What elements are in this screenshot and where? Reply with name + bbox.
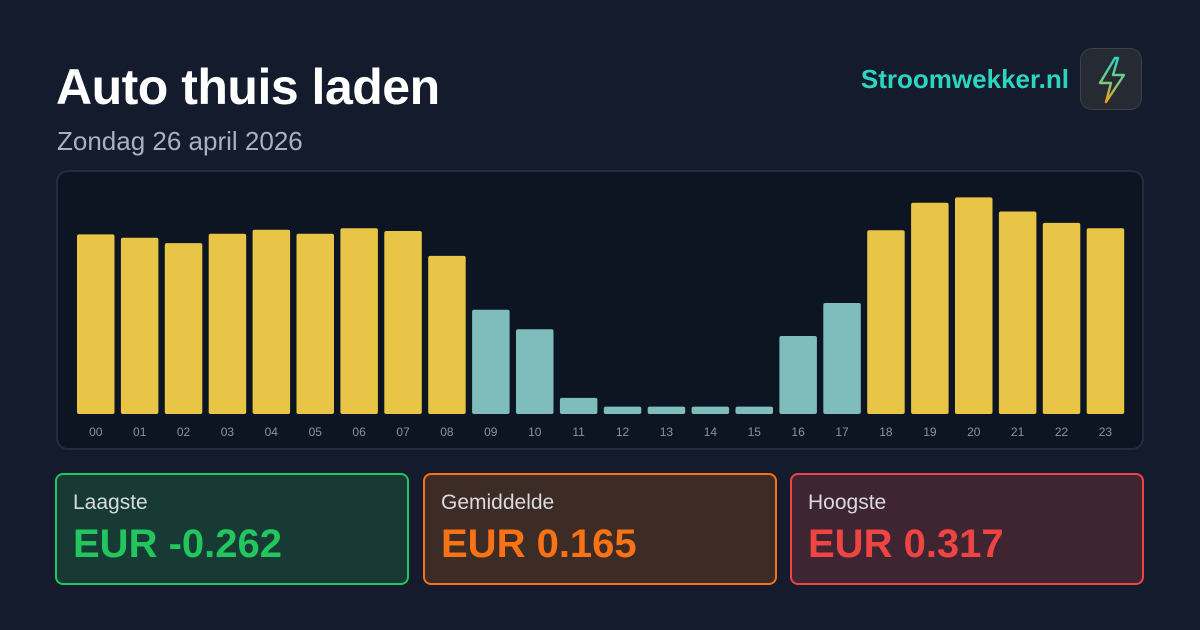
bar-hour-23 — [1086, 228, 1125, 414]
x-tick-label: 22 — [1055, 425, 1069, 439]
x-tick-label: 00 — [89, 425, 103, 439]
bar-hour-04 — [252, 229, 291, 414]
bar-hour-05 — [296, 233, 334, 414]
average-price-label: Gemiddelde — [441, 491, 555, 514]
bar-hour-19 — [911, 202, 949, 414]
x-tick-label: 11 — [572, 425, 585, 439]
x-tick-label: 01 — [133, 425, 147, 439]
x-tick-label: 05 — [309, 425, 323, 439]
x-tick-label: 16 — [791, 425, 805, 439]
bar-hour-17 — [823, 303, 861, 414]
bar-hour-16 — [779, 336, 817, 414]
highest-price-card: Hoogste EUR 0.317 — [790, 473, 1144, 585]
average-price-value: EUR 0.165 — [441, 522, 637, 566]
x-tick-label: 18 — [879, 425, 893, 439]
bar-hour-14 — [691, 406, 730, 414]
x-tick-label: 20 — [967, 425, 981, 439]
bar-hour-02 — [164, 243, 203, 414]
x-tick-label: 17 — [835, 425, 849, 439]
bar-hour-08 — [428, 255, 466, 414]
page-title: Auto thuis laden — [56, 59, 440, 115]
x-tick-label: 10 — [528, 425, 542, 439]
x-tick-label: 13 — [660, 425, 674, 439]
lightning-bolt-icon — [1098, 56, 1126, 104]
x-tick-label: 06 — [352, 425, 366, 439]
bar-hour-06 — [340, 228, 378, 414]
x-tick-label: 03 — [221, 425, 235, 439]
x-tick-label: 21 — [1011, 425, 1025, 439]
bar-hour-09 — [472, 309, 510, 414]
bar-hour-22 — [1042, 222, 1081, 414]
brand-logo[interactable] — [1080, 48, 1142, 110]
x-tick-label: 23 — [1099, 425, 1113, 439]
lowest-price-value: EUR -0.262 — [73, 522, 282, 566]
x-tick-label: 15 — [748, 425, 762, 439]
x-tick-label: 07 — [396, 425, 410, 439]
bar-hour-00 — [77, 234, 115, 414]
bar-hour-11 — [559, 397, 598, 414]
bar-hour-21 — [998, 211, 1037, 414]
x-tick-label: 12 — [616, 425, 630, 439]
x-tick-label: 14 — [704, 425, 718, 439]
brand-name[interactable]: Stroomwekker.nl — [860, 64, 1069, 94]
x-tick-label: 19 — [923, 425, 937, 439]
average-price-card: Gemiddelde EUR 0.165 — [423, 473, 777, 585]
lowest-price-label: Laagste — [73, 491, 148, 514]
price-chart-panel: 00 01 02 03 04 05 06 07 08 09 10 11 12 13 14 15 16 17 18 19… — [56, 170, 1144, 450]
bar-hour-12 — [603, 406, 642, 414]
page-subtitle: Zondag 26 april 2026 — [57, 126, 303, 156]
lowest-price-card: Laagste EUR -0.262 — [55, 473, 409, 585]
highest-price-label: Hoogste — [808, 491, 887, 514]
bar-hour-20 — [955, 197, 993, 414]
bar-hour-03 — [208, 233, 247, 414]
x-tick-label: 04 — [265, 425, 279, 439]
x-tick-label: 08 — [440, 425, 454, 439]
x-tick-label: 02 — [177, 425, 191, 439]
bar-hour-18 — [867, 230, 905, 414]
bar-hour-07 — [384, 231, 422, 414]
highest-price-value: EUR 0.317 — [808, 522, 1004, 566]
price-bar-chart: 00 01 02 03 04 05 06 07 08 09 10 11 12 13 14 15 16 17 18 19… — [77, 197, 1125, 439]
bar-hour-15 — [735, 406, 773, 414]
x-tick-label: 09 — [484, 425, 498, 439]
bar-hour-10 — [516, 329, 554, 414]
bar-hour-13 — [647, 406, 686, 414]
bar-hour-01 — [120, 237, 159, 414]
